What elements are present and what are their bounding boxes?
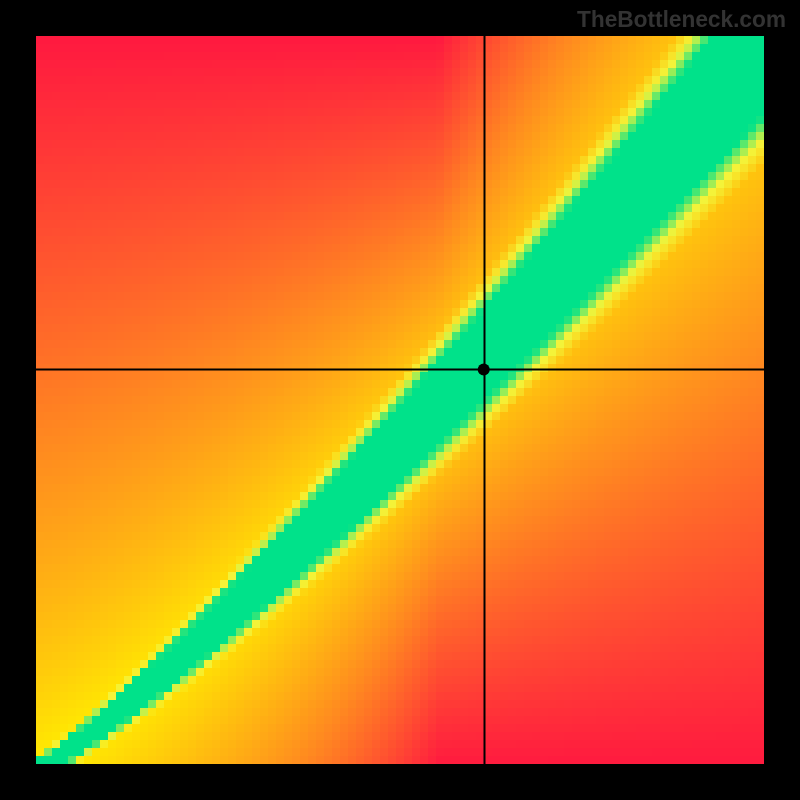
- crosshair-overlay: [36, 36, 764, 764]
- figure-container: TheBottleneck.com: [0, 0, 800, 800]
- watermark-text: TheBottleneck.com: [577, 6, 786, 33]
